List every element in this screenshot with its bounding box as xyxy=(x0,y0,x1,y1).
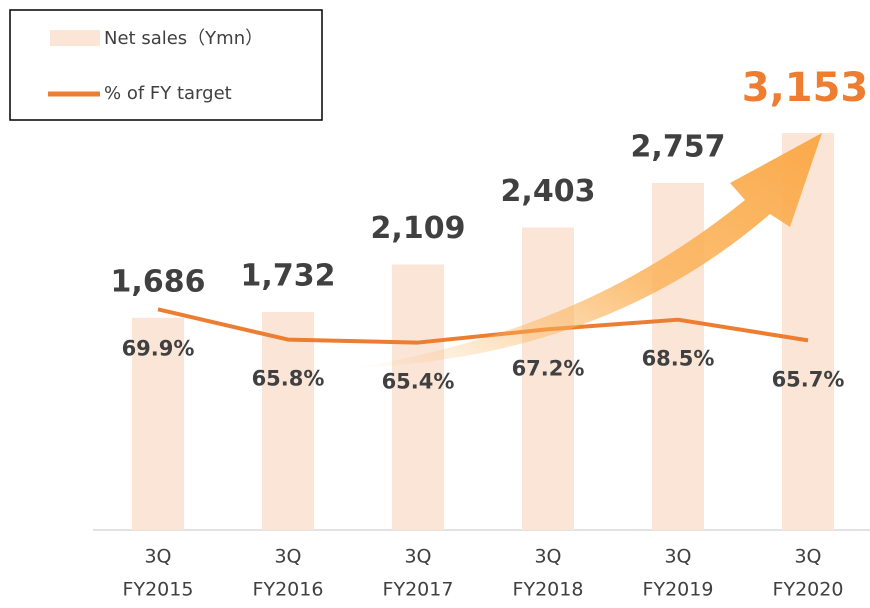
x-tick-label: FY2018 xyxy=(513,579,584,601)
x-tick-label: 3Q xyxy=(794,546,821,568)
x-tick-label: 3Q xyxy=(534,546,561,568)
line-value-label: 65.4% xyxy=(382,370,455,394)
x-tick-label: FY2019 xyxy=(643,579,714,601)
x-tick-label: 3Q xyxy=(274,546,301,568)
bar-value-label: 2,757 xyxy=(631,129,726,164)
x-tick-label: FY2020 xyxy=(773,579,844,601)
bar-value-label: 1,732 xyxy=(241,258,336,293)
x-tick-label: 3Q xyxy=(404,546,431,568)
line-value-label: 65.7% xyxy=(772,367,845,391)
legend xyxy=(9,9,323,121)
legend-swatch xyxy=(50,30,100,46)
bar-value-label: 3,153 xyxy=(742,65,869,111)
bar xyxy=(132,317,184,530)
bar-value-label: 2,403 xyxy=(501,174,596,209)
bar-value-label: 2,109 xyxy=(371,211,466,246)
x-tick-label: FY2017 xyxy=(383,579,454,601)
bar xyxy=(392,264,444,530)
bar xyxy=(262,311,314,530)
line-value-label: 65.8% xyxy=(252,367,325,391)
legend-label: % of FY target xyxy=(104,83,232,104)
x-tick-label: 3Q xyxy=(144,546,171,568)
line-value-label: 68.5% xyxy=(642,347,715,371)
bar xyxy=(522,227,574,530)
line xyxy=(157,307,809,345)
growth-arrow xyxy=(355,133,822,368)
line-value-label: 67.2% xyxy=(512,356,585,380)
legend-label: Net sales（Ymn） xyxy=(104,28,263,49)
x-tick-label: 3Q xyxy=(664,546,691,568)
x-tick-label: FY2015 xyxy=(123,579,194,601)
bar-value-label: 1,686 xyxy=(111,264,206,299)
x-tick-label: FY2016 xyxy=(253,579,324,601)
line-value-label: 69.9% xyxy=(122,336,195,360)
